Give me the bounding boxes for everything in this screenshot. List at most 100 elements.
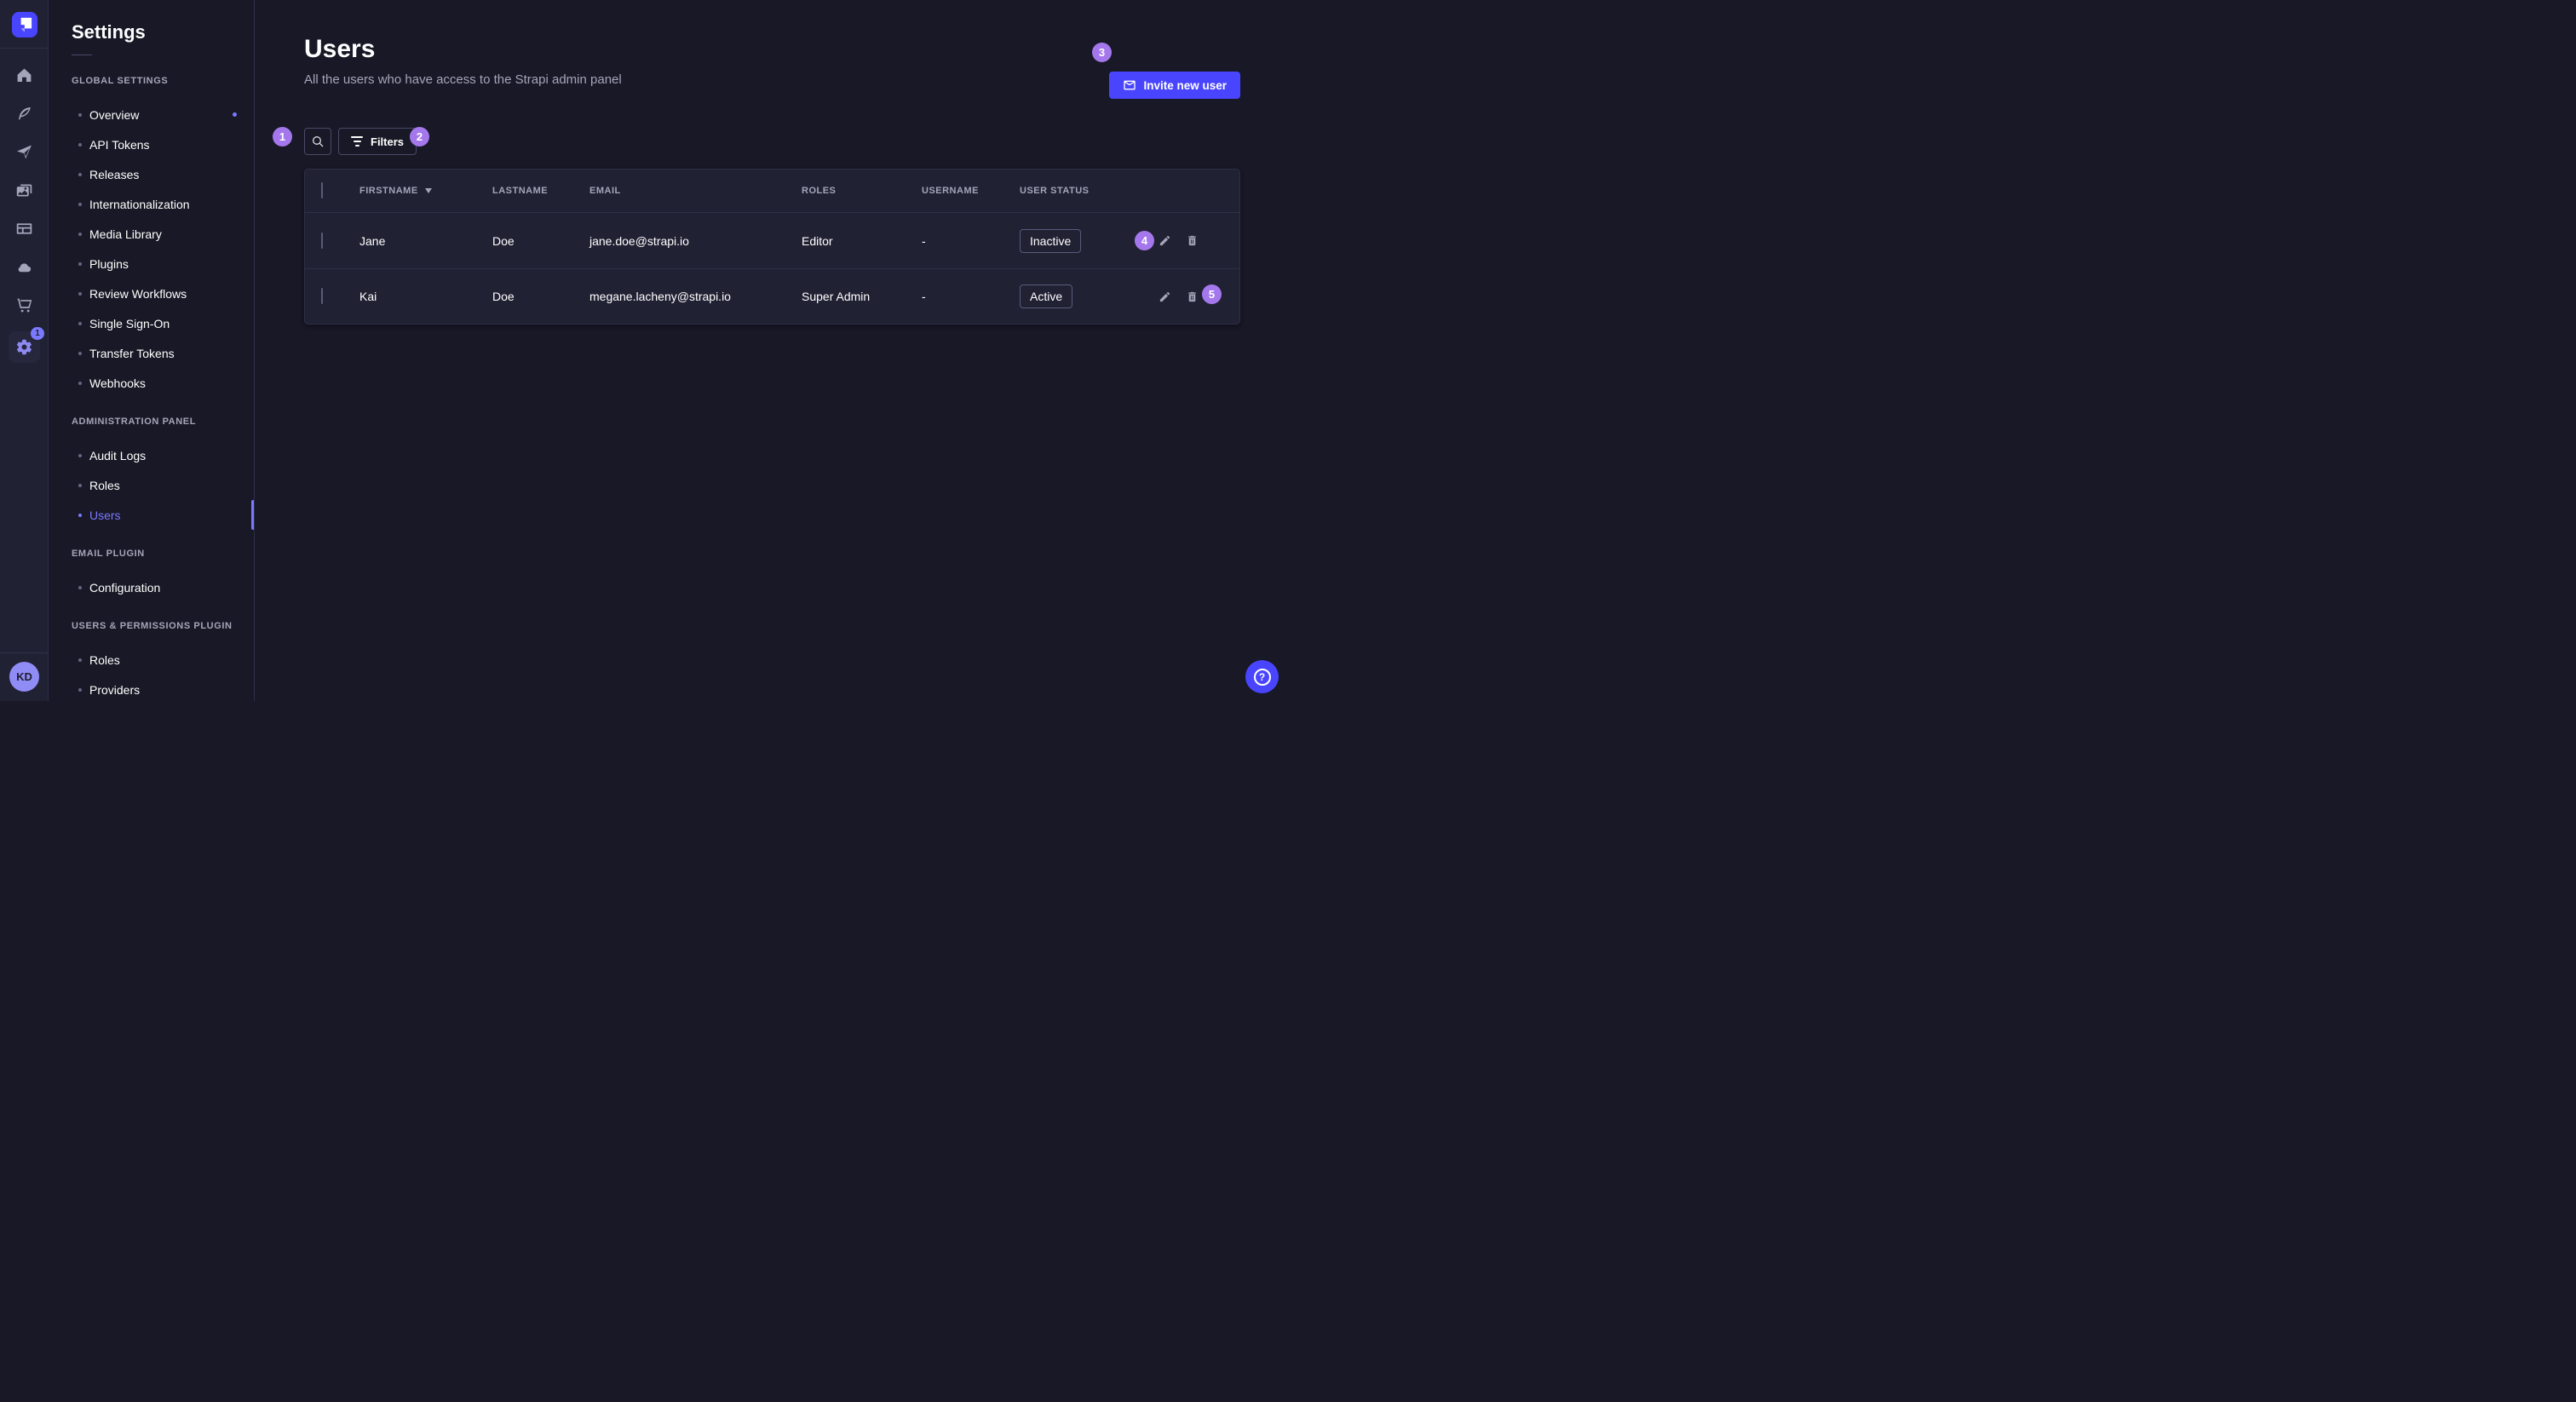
users-table: FIRSTNAME LASTNAME EMAIL ROLES USERNAME …	[304, 169, 1240, 325]
pencil-icon	[1159, 291, 1170, 302]
sidebar-item-webhooks[interactable]: Webhooks	[72, 368, 240, 398]
paper-plane-icon[interactable]	[14, 141, 34, 162]
cloud-icon[interactable]	[14, 256, 34, 277]
bullet-icon	[78, 381, 82, 385]
sidebar-item-users[interactable]: Users	[72, 500, 240, 530]
invite-new-user-button[interactable]: Invite new user	[1109, 72, 1240, 99]
rail-divider	[0, 48, 48, 49]
column-header-lastname[interactable]: LASTNAME	[492, 186, 549, 196]
table-row[interactable]: Kai Doe megane.lacheny@strapi.io Super A…	[305, 268, 1239, 324]
filters-button[interactable]: Filters	[338, 128, 417, 155]
column-header-user-status[interactable]: USER STATUS	[1020, 186, 1090, 196]
sidebar-item-audit-logs[interactable]: Audit Logs	[72, 440, 240, 470]
bullet-icon	[78, 585, 82, 589]
sidebar-item-label: Users	[89, 508, 121, 522]
edit-user-button[interactable]	[1158, 234, 1171, 248]
status-badge: Inactive	[1020, 228, 1082, 253]
sidebar-item-transfer-tokens[interactable]: Transfer Tokens	[72, 338, 240, 368]
home-icon[interactable]	[14, 65, 34, 85]
sidebar-item-label: Internationalization	[89, 197, 190, 211]
bullet-icon	[78, 658, 82, 662]
main-nav-rail: 1 KD	[0, 0, 49, 701]
bullet-icon	[78, 321, 82, 325]
feather-icon[interactable]	[14, 103, 34, 124]
bullet-icon	[78, 112, 82, 117]
annotation-marker-5: 5	[1202, 284, 1222, 304]
column-header-email[interactable]: EMAIL	[589, 186, 621, 196]
sidebar-item-label: Providers	[89, 682, 141, 697]
administration-panel-menu: Audit Logs Roles Users	[72, 440, 240, 530]
search-icon	[313, 136, 324, 147]
sidebar-item-internationalization[interactable]: Internationalization	[72, 189, 240, 219]
delete-user-button[interactable]	[1185, 290, 1199, 303]
cart-icon[interactable]	[14, 295, 34, 315]
annotation-marker-4: 4	[1135, 231, 1154, 250]
sort-descending-icon[interactable]	[424, 188, 432, 193]
page-title: Users	[304, 35, 376, 63]
help-button[interactable]: ?	[1245, 660, 1279, 693]
cell-username: -	[922, 290, 926, 303]
layout-icon[interactable]	[14, 218, 34, 238]
sidebar-item-label: Audit Logs	[89, 448, 147, 463]
row-checkbox[interactable]	[321, 232, 323, 249]
strapi-logo[interactable]	[12, 12, 37, 37]
sidebar-item-up-roles[interactable]: Roles	[72, 645, 240, 675]
settings-nav-button[interactable]: 1	[9, 327, 44, 363]
cell-roles: Editor	[802, 233, 833, 248]
sidebar-item-label: API Tokens	[89, 137, 150, 152]
table-header-row: FIRSTNAME LASTNAME EMAIL ROLES USERNAME …	[305, 170, 1239, 213]
column-header-roles[interactable]: ROLES	[802, 186, 837, 196]
toolbar: Filters	[304, 128, 1240, 155]
bullet-icon	[78, 291, 82, 296]
sidebar-item-admin-roles[interactable]: Roles	[72, 470, 240, 500]
sidebar-item-plugins[interactable]: Plugins	[72, 249, 240, 279]
sidebar-item-single-sign-on[interactable]: Single Sign-On	[72, 308, 240, 338]
subnav-title: Settings	[72, 21, 146, 43]
settings-subnav: Settings GLOBAL SETTINGS Overview API To…	[49, 0, 255, 701]
column-header-username[interactable]: USERNAME	[922, 186, 979, 196]
sidebar-item-label: Media Library	[89, 227, 162, 241]
select-all-checkbox[interactable]	[321, 182, 323, 198]
status-badge: Active	[1020, 284, 1073, 308]
annotation-marker-3: 3	[1092, 43, 1112, 62]
cell-username: -	[922, 233, 926, 248]
sidebar-item-label: Roles	[89, 478, 120, 492]
trash-icon	[1187, 235, 1196, 246]
global-settings-menu: Overview API Tokens Releases Internation…	[72, 100, 240, 398]
pencil-icon	[1159, 235, 1170, 246]
sidebar-item-label: Webhooks	[89, 376, 146, 390]
cell-lastname: Doe	[492, 233, 515, 248]
trash-icon	[1187, 291, 1196, 302]
filters-button-label: Filters	[371, 135, 405, 148]
sidebar-item-media-library[interactable]: Media Library	[72, 219, 240, 249]
main-content: Users All the users who have access to t…	[255, 0, 1288, 701]
rail-divider	[0, 652, 48, 653]
sidebar-item-api-tokens[interactable]: API Tokens	[72, 129, 240, 159]
sidebar-item-providers[interactable]: Providers	[72, 675, 240, 704]
sidebar-item-configuration[interactable]: Configuration	[72, 572, 240, 602]
delete-user-button[interactable]	[1185, 234, 1199, 248]
edit-user-button[interactable]	[1158, 290, 1171, 303]
sidebar-item-label: Roles	[89, 652, 120, 667]
row-checkbox[interactable]	[321, 288, 323, 304]
column-header-firstname[interactable]: FIRSTNAME	[359, 186, 492, 196]
envelope-icon	[1124, 80, 1136, 90]
sidebar-item-review-workflows[interactable]: Review Workflows	[72, 279, 240, 308]
sidebar-item-label: Single Sign-On	[89, 316, 170, 330]
filter-icon	[351, 136, 363, 147]
invite-button-label: Invite new user	[1143, 78, 1227, 92]
avatar[interactable]: KD	[9, 662, 39, 692]
sidebar-item-releases[interactable]: Releases	[72, 159, 240, 189]
bullet-icon	[78, 513, 82, 517]
annotation-marker-1: 1	[273, 127, 292, 147]
bullet-icon	[78, 483, 82, 487]
cell-lastname: Doe	[492, 290, 515, 303]
section-label-email-plugin: EMAIL PLUGIN	[72, 549, 145, 559]
bullet-icon	[78, 351, 82, 355]
sidebar-item-overview[interactable]: Overview	[72, 100, 240, 129]
search-button[interactable]	[304, 128, 331, 155]
section-label-users-permissions-plugin: USERS & PERMISSIONS PLUGIN	[72, 621, 233, 631]
table-row[interactable]: Jane Doe jane.doe@strapi.io Editor - Ina…	[305, 213, 1239, 268]
cell-roles: Super Admin	[802, 290, 871, 303]
media-images-icon[interactable]	[14, 180, 34, 200]
